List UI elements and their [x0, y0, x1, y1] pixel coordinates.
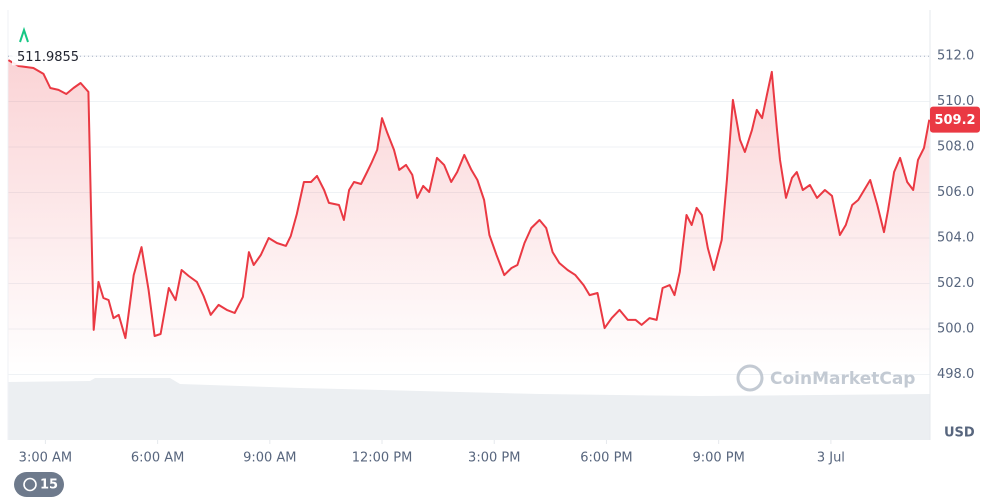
up-icon	[19, 26, 29, 43]
y-tick-label: 510.0	[937, 94, 974, 109]
badge-text[interactable]: 15	[40, 478, 58, 493]
x-tick-label: 3:00 AM	[19, 451, 72, 466]
badge-bg[interactable]	[14, 472, 64, 497]
unit-label: USD	[944, 426, 975, 441]
y-tick-label: 508.0	[937, 139, 974, 154]
x-tick-label: 3 Jul	[817, 451, 845, 466]
y-tick-label: 512.0	[937, 48, 974, 63]
x-tick-label: 9:00 PM	[692, 451, 744, 466]
y-tick-label: 498.0	[937, 367, 974, 382]
volume-area	[8, 378, 930, 440]
price-line	[7, 59, 931, 340]
reference-label: 511.9855	[17, 50, 79, 65]
x-tick-label: 6:00 PM	[580, 451, 632, 466]
y-tick-label: 500.0	[937, 321, 974, 336]
x-tick-label: 9:00 AM	[243, 451, 296, 466]
y-tick-label: 504.0	[937, 230, 974, 245]
badge-icon	[23, 477, 37, 492]
history-badge[interactable]: 15	[14, 472, 64, 497]
x-tick-label: 12:00 PM	[352, 451, 413, 466]
x-tick-label: 6:00 AM	[131, 451, 184, 466]
y-tick-label: 506.0	[937, 185, 974, 200]
y-tick-label: 502.0	[937, 276, 974, 291]
x-tick-label: 3:00 PM	[468, 451, 520, 466]
reference-label-bg	[12, 47, 78, 66]
price-tag-label: 509.2	[934, 113, 975, 128]
area-fill	[8, 60, 930, 375]
price-tag	[930, 106, 980, 133]
